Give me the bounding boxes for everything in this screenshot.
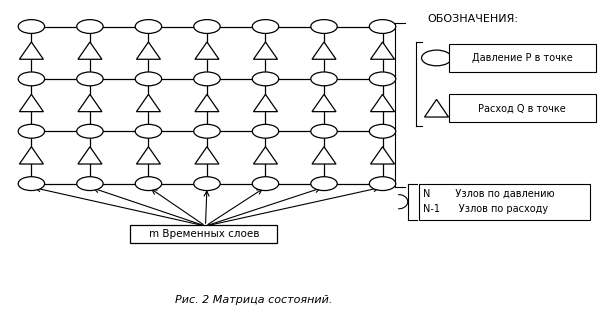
Circle shape: [135, 20, 162, 33]
Circle shape: [135, 124, 162, 138]
Circle shape: [311, 72, 337, 86]
Polygon shape: [312, 94, 336, 112]
Polygon shape: [195, 42, 219, 59]
Polygon shape: [195, 147, 219, 164]
Text: Расход Q в точке: Расход Q в точке: [478, 103, 566, 113]
Polygon shape: [370, 42, 394, 59]
Polygon shape: [78, 42, 102, 59]
Circle shape: [369, 20, 396, 33]
Text: Рис. 2 Матрица состояний.: Рис. 2 Матрица состояний.: [175, 295, 332, 305]
FancyBboxPatch shape: [130, 225, 277, 243]
Circle shape: [194, 177, 220, 191]
Circle shape: [194, 124, 220, 138]
Circle shape: [369, 72, 396, 86]
Circle shape: [77, 177, 103, 191]
Circle shape: [18, 124, 45, 138]
Polygon shape: [19, 42, 43, 59]
Circle shape: [369, 124, 396, 138]
Circle shape: [311, 124, 337, 138]
Circle shape: [311, 20, 337, 33]
FancyBboxPatch shape: [449, 94, 596, 122]
Circle shape: [77, 20, 103, 33]
Circle shape: [194, 72, 220, 86]
Polygon shape: [136, 94, 160, 112]
Polygon shape: [312, 147, 336, 164]
Circle shape: [18, 177, 45, 191]
Circle shape: [77, 72, 103, 86]
Text: N-1      Узлов по расходу: N-1 Узлов по расходу: [423, 204, 549, 214]
Polygon shape: [78, 94, 102, 112]
Circle shape: [252, 20, 279, 33]
Polygon shape: [253, 147, 277, 164]
Circle shape: [369, 177, 396, 191]
Circle shape: [252, 72, 279, 86]
Text: Давление P в точке: Давление P в точке: [472, 53, 572, 63]
Circle shape: [194, 20, 220, 33]
Polygon shape: [136, 42, 160, 59]
Polygon shape: [78, 147, 102, 164]
Polygon shape: [136, 147, 160, 164]
Circle shape: [252, 177, 279, 191]
FancyBboxPatch shape: [449, 44, 596, 72]
FancyBboxPatch shape: [418, 184, 590, 220]
Circle shape: [18, 20, 45, 33]
Polygon shape: [370, 94, 394, 112]
Text: N        Узлов по давлению: N Узлов по давлению: [423, 189, 555, 199]
Polygon shape: [253, 42, 277, 59]
Circle shape: [135, 72, 162, 86]
Polygon shape: [19, 147, 43, 164]
Polygon shape: [312, 42, 336, 59]
Polygon shape: [253, 94, 277, 112]
Circle shape: [311, 177, 337, 191]
Circle shape: [77, 124, 103, 138]
Polygon shape: [195, 94, 219, 112]
Circle shape: [421, 50, 452, 66]
Circle shape: [135, 177, 162, 191]
Circle shape: [18, 72, 45, 86]
Polygon shape: [370, 147, 394, 164]
Polygon shape: [425, 100, 449, 117]
Polygon shape: [19, 94, 43, 112]
Circle shape: [252, 124, 279, 138]
Text: m Временных слоев: m Временных слоев: [149, 229, 259, 239]
Text: ОБОЗНАЧЕНИЯ:: ОБОЗНАЧЕНИЯ:: [428, 14, 519, 24]
